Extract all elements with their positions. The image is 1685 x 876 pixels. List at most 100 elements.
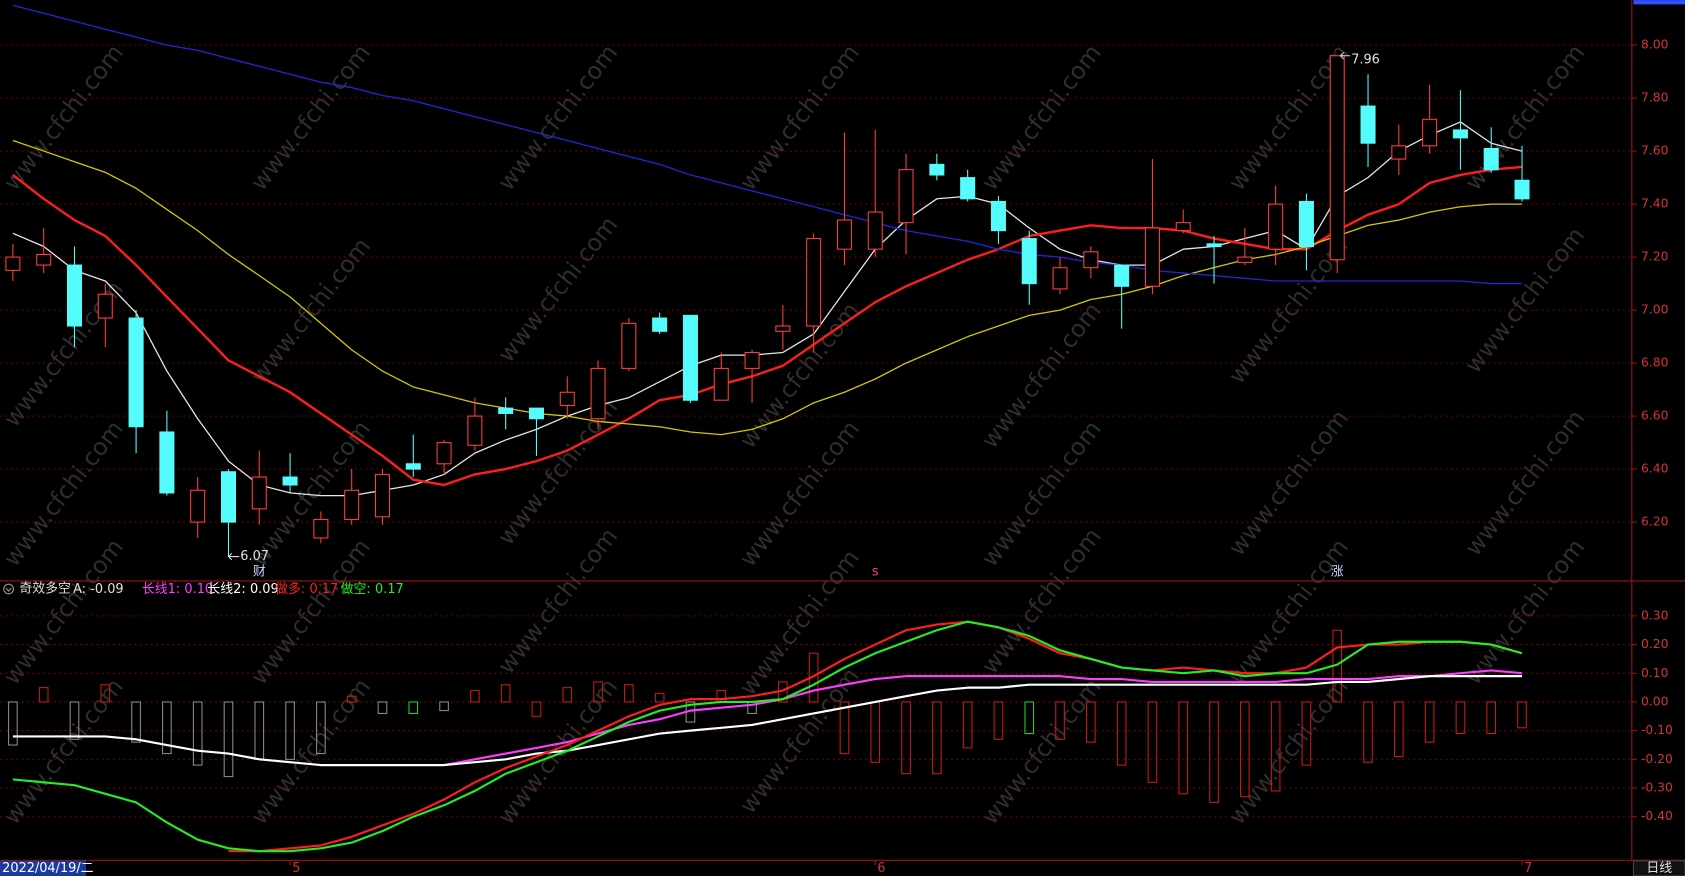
candle-body <box>374 473 391 518</box>
legend-item: 做空: 0.17 <box>341 581 404 596</box>
y-tick-label: 0.00 <box>1641 694 1669 708</box>
candle-body <box>436 442 452 465</box>
candle-body <box>282 476 298 486</box>
y-tick-label: 6.80 <box>1641 356 1669 370</box>
legend-item: 长线2: 0.09 <box>207 581 278 596</box>
candle-body <box>1083 251 1099 269</box>
candle-body <box>652 317 668 332</box>
candle-body <box>1329 55 1345 261</box>
indicator-title: 奇效多空 <box>19 580 71 596</box>
legend-value: 0.17 <box>309 581 338 596</box>
candle-body <box>713 367 729 401</box>
date-label: 2022/04/19/二 <box>2 861 94 876</box>
histogram-bar <box>100 684 111 703</box>
candle-body <box>1175 222 1191 232</box>
y-tick-label: 6.20 <box>1641 515 1669 529</box>
histogram-bar <box>377 701 388 714</box>
candle-body <box>559 391 575 407</box>
y-tick-label: -0.30 <box>1641 781 1673 795</box>
candle-body <box>1206 243 1222 248</box>
y-tick-label: 0.20 <box>1641 637 1669 651</box>
candle-body <box>1360 105 1376 144</box>
legend-name: A: <box>73 581 86 596</box>
histogram-bar <box>1024 701 1035 735</box>
y-tick-label: 8.00 <box>1641 38 1669 52</box>
legend-item: A: -0.09 <box>73 581 124 596</box>
legend-value: 0.10 <box>184 581 213 596</box>
line-series <box>12 675 1522 767</box>
candle-body <box>528 407 544 420</box>
histogram-bar <box>192 701 203 766</box>
candle-body <box>97 293 113 319</box>
candle-body <box>1052 267 1068 290</box>
event-marker: 涨 <box>1331 564 1344 579</box>
candle-body <box>1514 179 1530 200</box>
histogram-bar <box>624 684 634 703</box>
period-label[interactable]: 日线 <box>1646 861 1672 876</box>
histogram-bar <box>316 701 326 755</box>
legend-name: 长线2: <box>207 581 245 596</box>
max-label: 7.96 <box>1351 53 1380 68</box>
histogram-bar <box>1301 701 1312 766</box>
legend-value: 0.09 <box>250 581 279 596</box>
histogram-bar <box>654 692 665 703</box>
histogram-bar <box>932 701 942 775</box>
histogram-bar <box>1055 701 1065 740</box>
candle-body <box>498 407 514 414</box>
event-marker: s <box>872 564 879 579</box>
x-tick-label: 6 <box>877 861 885 876</box>
x-tick-label: 5 <box>292 861 300 876</box>
candle-body <box>960 177 976 200</box>
annotation-arrow <box>1339 52 1351 60</box>
candle-body <box>467 415 483 446</box>
candle-body <box>190 489 206 523</box>
histogram-bar <box>131 701 141 743</box>
indicator-menu-icon[interactable] <box>3 583 14 595</box>
histogram-bar <box>470 689 480 703</box>
histogram-bar <box>531 701 542 717</box>
candle-body <box>775 325 791 332</box>
histogram-bar <box>1270 701 1281 792</box>
histogram-bar <box>593 681 603 703</box>
candle-body <box>1483 147 1499 171</box>
histogram-bar <box>439 701 449 712</box>
histogram-bar <box>69 701 80 740</box>
histogram-bar <box>562 687 573 703</box>
legend-item: 做多: 0.17 <box>275 581 338 596</box>
histogram-bar <box>1363 701 1373 763</box>
histogram-bar <box>1455 701 1466 735</box>
histogram-bar <box>1086 701 1096 743</box>
candle-body <box>128 317 144 428</box>
legend-value: 0.17 <box>375 581 404 596</box>
candle-body <box>1422 118 1438 147</box>
histogram-bar <box>993 701 1004 740</box>
candle-body <box>220 471 237 523</box>
histogram-bar <box>962 701 973 749</box>
legend-name: 长线1: <box>142 581 180 596</box>
candle-body <box>1391 145 1407 160</box>
histogram-bar <box>1147 701 1158 783</box>
candle-body <box>990 200 1006 232</box>
histogram-bar <box>346 695 357 703</box>
candle-body <box>313 518 329 539</box>
candle-body <box>836 219 852 250</box>
corner-indicator <box>1633 0 1685 5</box>
candle-body <box>1114 264 1130 287</box>
y-tick-label: 6.60 <box>1641 409 1669 423</box>
histogram-bar <box>901 701 911 775</box>
candle-body <box>36 253 52 266</box>
candle-body <box>621 322 637 369</box>
event-marker: 财 <box>253 564 266 579</box>
histogram-bar <box>1486 701 1497 735</box>
candle-body <box>5 256 21 271</box>
histogram-bar <box>8 701 18 746</box>
y-tick-label: 7.20 <box>1641 250 1669 264</box>
histogram-bar <box>285 701 295 760</box>
histogram-bar <box>500 684 511 703</box>
candle-body <box>806 238 822 327</box>
candle-body <box>1237 256 1253 263</box>
candle-body <box>405 463 421 470</box>
candle-body <box>590 367 606 420</box>
histogram-bar <box>408 701 419 714</box>
min-label: 6.07 <box>240 549 269 564</box>
